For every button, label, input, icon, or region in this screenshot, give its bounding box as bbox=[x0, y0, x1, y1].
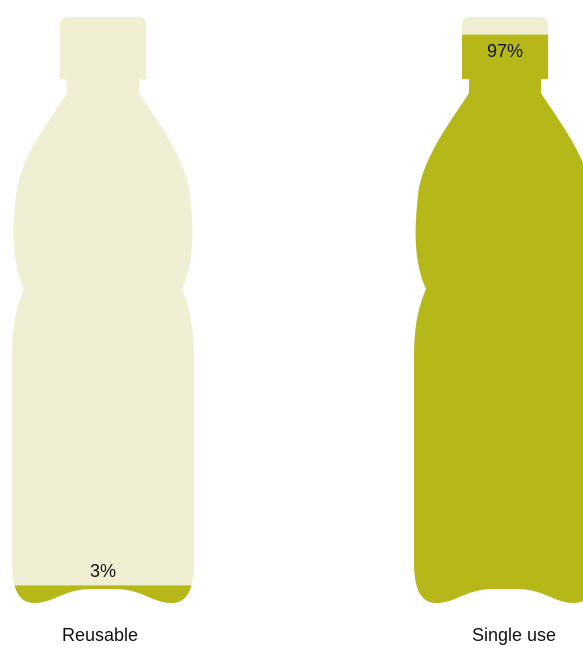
bottle-outline-reusable bbox=[12, 17, 194, 603]
value-label-reusable: 3% bbox=[90, 561, 116, 581]
bottle-fill-reusable bbox=[12, 585, 194, 603]
bottle-single-use: 97% bbox=[414, 17, 583, 603]
category-label-reusable: Reusable bbox=[61, 625, 139, 645]
bottle-fill-single-use bbox=[414, 34, 583, 603]
bottle-reusable: 3% bbox=[12, 17, 194, 603]
category-label-single-use: Single use bbox=[471, 625, 557, 645]
value-label-single-use: 97% bbox=[487, 41, 523, 61]
